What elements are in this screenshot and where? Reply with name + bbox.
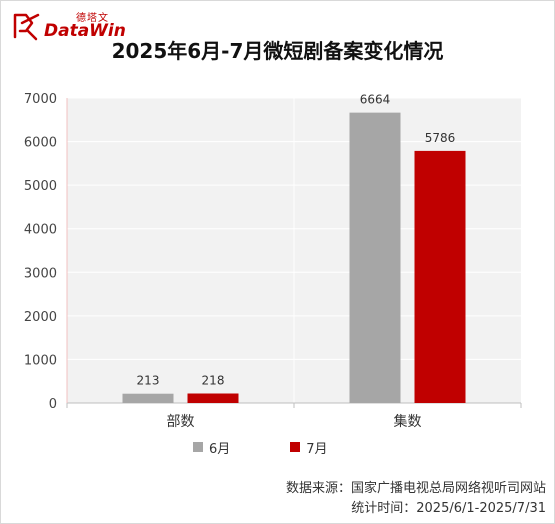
y-tick-label: 0 (49, 397, 57, 412)
source-line: 数据来源：国家广播电视总局网络视听司网站 (285, 481, 546, 496)
x-tick-label: 集数 (394, 413, 422, 430)
bar-july (414, 150, 466, 403)
logo-chinese-name: 德塔文 (76, 13, 109, 24)
chart-title: 2025年6月-7月微短剧备案变化情况 (111, 39, 444, 63)
data-label: 213 (137, 374, 160, 388)
legend-item-july: 7月 (290, 437, 328, 457)
data-label: 6664 (360, 93, 391, 107)
data-label: 218 (202, 374, 225, 388)
datawin-logo: 德塔文 DataWin (12, 9, 132, 43)
y-tick-label: 1000 (24, 353, 57, 368)
bar-chart: 0 1000 2000 3000 4000 5000 6000 7000 213 218 部数 666… (24, 92, 522, 430)
bar-june (122, 393, 174, 403)
legend-label-july: 7月 (306, 441, 328, 457)
legend-item-june: 6月 (193, 437, 230, 457)
y-tick-label: 6000 (24, 136, 57, 151)
y-tick-label: 3000 (24, 266, 57, 281)
chart-legend: 6月 7月 (193, 437, 328, 457)
data-source-note: 数据来源：国家广播电视总局网络视听司网站 统计时间：2025/6/1-2025/… (286, 479, 546, 519)
y-tick-label: 5000 (24, 179, 57, 194)
bar-july (187, 393, 239, 403)
y-tick-label: 4000 (24, 223, 57, 238)
legend-swatch-july (290, 442, 301, 452)
y-tick-label: 2000 (24, 310, 57, 325)
logo-english-name: DataWin (44, 21, 126, 41)
x-tick-label: 部数 (167, 414, 195, 430)
statistics-period-line: 统计时间：2025/6/1-2025/7/31 (351, 501, 546, 516)
datawin-logo-icon (13, 13, 40, 41)
legend-swatch-june (193, 442, 203, 452)
legend-label-june: 6月 (209, 441, 231, 457)
bar-june (349, 112, 401, 403)
data-label: 5786 (425, 131, 456, 145)
y-tick-label: 7000 (24, 92, 57, 107)
